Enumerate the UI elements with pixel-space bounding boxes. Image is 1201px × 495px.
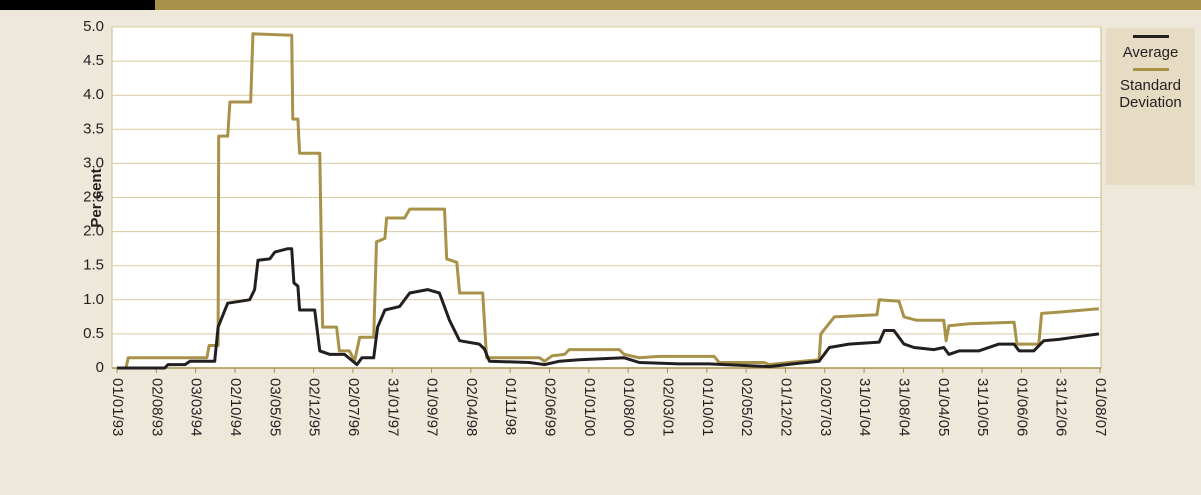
x-tick-label: 01/10/01	[699, 378, 716, 436]
x-tick-label: 02/08/93	[148, 378, 165, 436]
x-tick-label: 01/08/00	[620, 378, 637, 436]
x-tick-label: 01/01/00	[581, 378, 598, 436]
y-tick-label: 5.0	[83, 18, 104, 35]
y-tick-label: 2.5	[83, 188, 104, 205]
legend-label: Average	[1122, 44, 1179, 61]
y-tick-label: 0.5	[83, 325, 104, 342]
x-tick-label: 01/09/97	[424, 378, 441, 436]
legend-item: Average	[1106, 28, 1195, 61]
x-tick-label: 31/10/05	[974, 378, 991, 436]
header-bar	[155, 0, 1201, 10]
y-tick-label: 4.5	[83, 52, 104, 69]
y-tick-label: 2.0	[83, 223, 104, 240]
x-tick-label: 02/04/98	[463, 378, 480, 436]
x-tick-label: 01/04/05	[935, 378, 952, 436]
y-axis-label: Per cent	[88, 168, 105, 227]
legend-swatch	[1132, 35, 1169, 38]
x-tick-label: 31/01/97	[384, 378, 401, 436]
x-tick-label: 03/05/95	[266, 378, 283, 436]
x-tick-label: 02/10/94	[227, 378, 244, 436]
header-block	[0, 0, 155, 10]
y-tick-label: 4.0	[83, 86, 104, 103]
series-line	[117, 247, 1100, 370]
y-tick-label: 0	[96, 359, 104, 376]
x-tick-label: 01/01/93	[109, 378, 126, 436]
x-tick-label: 31/12/06	[1053, 378, 1070, 436]
x-tick-label: 02/07/96	[345, 378, 362, 436]
legend-label: Standard Deviation	[1119, 77, 1182, 111]
x-tick-label: 02/03/01	[660, 378, 677, 436]
series-line	[117, 32, 1100, 370]
x-tick-label: 31/08/04	[895, 378, 912, 436]
y-tick-label: 1.5	[83, 257, 104, 274]
x-tick-label: 01/12/02	[777, 378, 794, 436]
legend: Average Standard Deviation	[1106, 28, 1195, 185]
y-tick-label: 1.0	[83, 291, 104, 308]
x-tick-label: 02/12/95	[306, 378, 323, 436]
x-tick-label: 03/03/94	[188, 378, 205, 436]
legend-item: Standard Deviation	[1106, 61, 1195, 111]
x-tick-label: 31/01/04	[856, 378, 873, 436]
y-tick-label: 3.0	[83, 154, 104, 171]
legend-swatch	[1132, 68, 1169, 71]
x-tick-label: 01/06/06	[1013, 378, 1030, 436]
y-tick-label: 3.5	[83, 120, 104, 137]
x-tick-label: 02/05/02	[738, 378, 755, 436]
x-tick-label: 02/06/99	[542, 378, 559, 436]
x-tick-label: 02/07/03	[817, 378, 834, 436]
x-tick-label: 01/08/07	[1092, 378, 1109, 436]
x-tick-label: 01/11/98	[502, 378, 519, 435]
